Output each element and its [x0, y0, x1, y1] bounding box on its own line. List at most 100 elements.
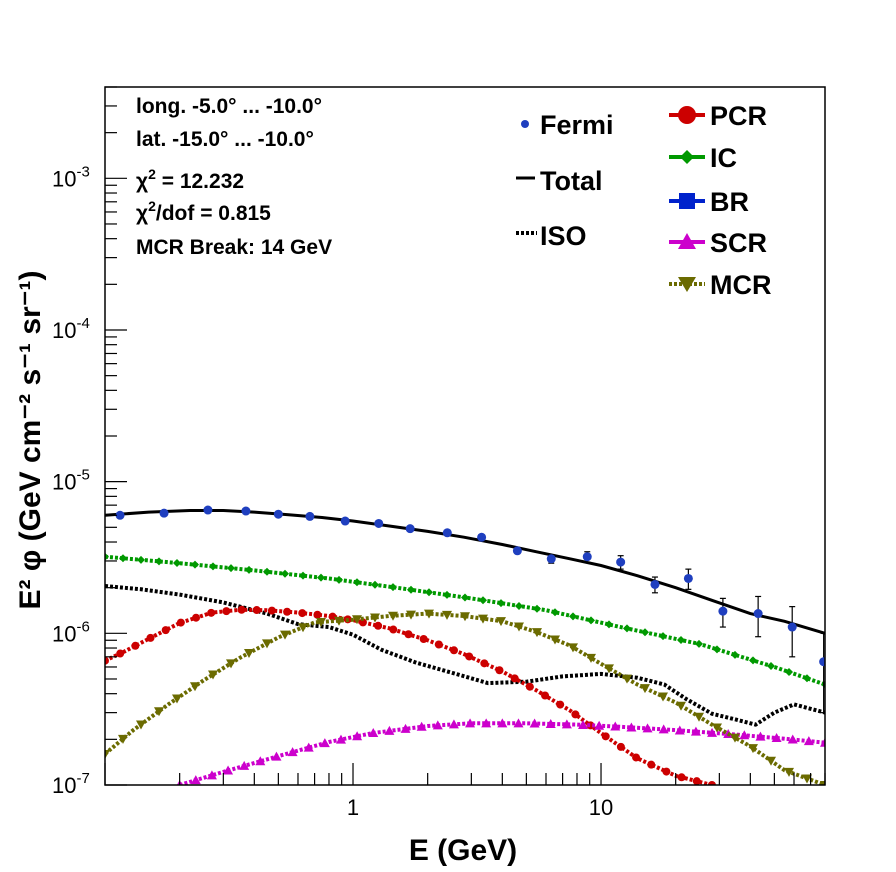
series-marker-mcr — [226, 659, 236, 669]
series-marker-ic — [443, 590, 451, 599]
series-marker-scr — [594, 720, 605, 730]
series-marker-scr — [223, 765, 234, 775]
series-line-mcr — [105, 611, 825, 785]
series-marker-scr — [690, 726, 701, 736]
series-marker-scr — [303, 742, 314, 752]
series-marker-scr — [707, 727, 718, 737]
series-marker-pcr — [495, 666, 504, 675]
fermi-data-point — [683, 573, 693, 583]
series-marker-pcr — [480, 659, 489, 668]
series-marker-mcr — [298, 623, 308, 633]
series-marker-scr — [416, 721, 427, 731]
legend-entry-scr: SCR — [669, 228, 767, 258]
series-marker-scr — [255, 756, 266, 766]
legend-marker-br — [679, 193, 695, 209]
legend-marker-ic — [680, 150, 694, 164]
series-marker-mcr — [370, 613, 380, 623]
fermi-data-point — [650, 579, 660, 589]
series-marker-mcr — [172, 694, 182, 704]
chi2-value: = 12.232 — [156, 170, 244, 193]
legend-label-fermi: Fermi — [540, 110, 614, 140]
series-marker-ic — [155, 557, 163, 566]
series-marker-mcr — [820, 781, 825, 785]
series-marker-mcr — [586, 653, 596, 663]
axis-ticks: 1 10 10-7 10-6 10-5 10-4 10-3 — [52, 86, 826, 820]
series-marker-pcr — [601, 732, 610, 741]
legend-label-total: Total — [540, 166, 603, 196]
series-marker-pcr — [374, 621, 383, 630]
series-marker-pcr — [556, 700, 565, 709]
series-marker-mcr — [802, 774, 812, 784]
chi2-symbol: χ — [136, 170, 148, 193]
series-marker-scr — [787, 734, 798, 744]
series-marker-ic — [695, 639, 703, 648]
series-marker-scr — [497, 718, 508, 728]
series-marker-scr — [577, 719, 588, 729]
series-marker-mcr — [784, 767, 794, 777]
series-marker-ic — [389, 583, 397, 592]
series-marker-ic — [713, 645, 721, 654]
series-marker-ic — [497, 599, 505, 608]
legend-entry-iso: ISO — [516, 221, 587, 251]
fermi-data-point — [616, 557, 626, 567]
series-marker-pcr — [176, 618, 185, 627]
legend-label-iso: ISO — [540, 221, 587, 251]
series-marker-ic — [371, 580, 379, 589]
legend-entry-pcr: PCR — [669, 101, 767, 131]
fermi-data-point — [115, 510, 125, 520]
fermi-data-point — [159, 508, 169, 518]
y-tick-label: 10-6 — [52, 618, 90, 646]
series-marker-mcr — [154, 707, 164, 717]
series-marker-scr — [368, 727, 379, 737]
series-marker-ic — [515, 601, 523, 610]
series-marker-mcr — [190, 682, 200, 692]
series-marker-ic — [659, 632, 667, 641]
series-marker-ic — [173, 558, 181, 567]
series-marker-scr — [448, 719, 459, 729]
series-marker-pcr — [707, 781, 716, 785]
x-tick-label: 10 — [589, 795, 613, 820]
series-marker-scr — [239, 760, 250, 770]
mcr-break-label: MCR Break: 14 GeV — [136, 236, 332, 259]
series-marker-scr — [319, 738, 330, 748]
legend-label-mcr: MCR — [710, 270, 772, 300]
fermi-data-point — [546, 554, 556, 564]
series-marker-pcr — [313, 610, 322, 619]
series-marker-pcr — [222, 607, 231, 616]
fermi-data-point — [273, 509, 283, 519]
series-marker-ic — [353, 578, 361, 587]
legend-label-scr: SCR — [710, 228, 767, 258]
series-marker-mcr — [730, 733, 740, 743]
legend-marker-mcr — [678, 277, 696, 292]
series-marker-scr — [481, 718, 492, 728]
series-marker-ic — [137, 555, 145, 564]
series-marker-scr — [561, 719, 572, 729]
series-marker-pcr — [389, 625, 398, 634]
series-marker-scr — [803, 736, 814, 746]
series-marker-pcr — [525, 682, 534, 691]
series-marker-scr — [206, 770, 217, 780]
series-marker-pcr — [146, 633, 155, 642]
series-marker-mcr — [244, 648, 254, 658]
series-marker-ic — [227, 564, 235, 573]
series-marker-pcr — [449, 646, 458, 655]
series-marker-ic — [731, 650, 739, 659]
fermi-data-point — [374, 518, 384, 528]
series-marker-pcr — [404, 630, 413, 639]
series-marker-scr — [771, 733, 782, 743]
series-line-ic — [105, 554, 825, 687]
series-marker-scr — [513, 718, 524, 728]
series-marker-ic — [803, 674, 811, 683]
series-marker-mcr — [496, 617, 506, 627]
fermi-data-point — [582, 552, 592, 562]
series-marker-pcr — [510, 674, 519, 683]
series-marker-pcr — [571, 710, 580, 719]
series-marker-ic — [317, 573, 325, 582]
series-marker-mcr — [388, 611, 398, 621]
series-marker-scr — [271, 751, 282, 761]
series-marker-mcr — [442, 610, 452, 620]
series-marker-mcr — [280, 630, 290, 640]
series-marker-mcr — [748, 744, 758, 754]
series-marker-mcr — [676, 701, 686, 711]
series-marker-ic — [209, 562, 217, 571]
